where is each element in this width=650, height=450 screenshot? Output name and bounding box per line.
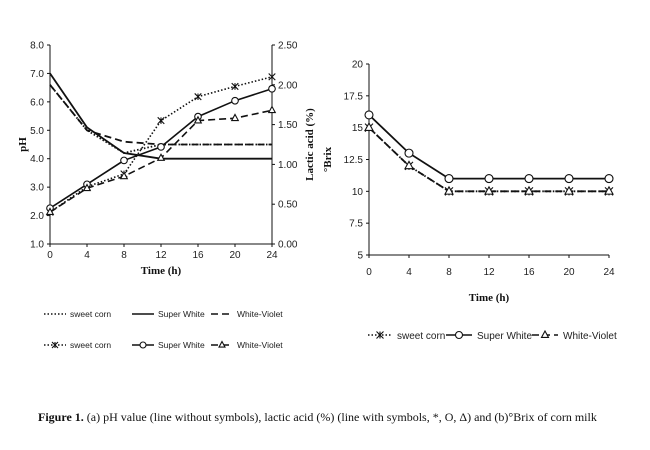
- panel-a-ph-line-white-violet: [49, 84, 272, 146]
- panel-b-point-super-white: [404, 148, 414, 158]
- panel-b-legend-label-sweet-corn: sweet corn: [397, 331, 445, 342]
- panel-b-y-tick-label: 7.5: [349, 219, 363, 230]
- caption-label: Figure 1.: [38, 410, 84, 424]
- panel-b-point-white-violet: [564, 185, 574, 195]
- panel-a-legend-label-sweet-corn: sweet corn: [70, 340, 111, 350]
- panel-a-lactic-point-white-violet: [45, 207, 55, 216]
- panel-b-y-tick-label: 12.5: [344, 155, 364, 166]
- figure-caption: Figure 1. (a) pH value (line without sym…: [38, 410, 638, 425]
- panel-b-y-axis-title: °Brix: [322, 146, 334, 172]
- panel-a-y-tick-label: 1.0: [30, 240, 44, 251]
- panel-a-y-tick-label: 5.0: [30, 126, 44, 137]
- panel-b-legend-marker-super-white: [454, 330, 464, 340]
- panel-b-legend-marker-white-violet: [540, 329, 550, 339]
- panel-b-point-white-violet: [604, 185, 614, 195]
- panel-a-lactic-point-super-white: [231, 96, 239, 105]
- panel-a-lactic-point-white-violet: [267, 105, 277, 114]
- panel-b-point-white-violet: [484, 185, 494, 195]
- panel-a-lactic-point-super-white: [120, 156, 128, 165]
- panel-a-x-tick-label: 16: [192, 250, 204, 261]
- panel-a-y2-tick-label: 0.00: [278, 240, 298, 251]
- panel-b-point-super-white: [604, 174, 614, 184]
- panel-b-point-white-violet: [444, 185, 454, 195]
- panel-b-point-white-violet: [524, 185, 534, 195]
- panel-a-lactic-point-sweet-corn: [194, 93, 202, 101]
- panel-a-y-axis-title: pH: [17, 137, 29, 152]
- panel-b-x-tick-label: 12: [483, 267, 495, 278]
- panel-b-legend-label-super-white: Super White: [477, 331, 532, 342]
- panel-b-y-tick-label: 5: [357, 251, 363, 262]
- caption-text: (a) pH value (line without symbols), lac…: [86, 410, 597, 424]
- panel-a-lactic-point-sweet-corn: [231, 82, 239, 91]
- panel-b-legend-label-white-violet: White-Violet: [563, 331, 617, 342]
- panel-a-legend-label-sweet-corn: sweet corn: [70, 309, 111, 319]
- panel-a-legend-marker-super-white: [139, 341, 147, 349]
- panel-a-lactic-point-super-white: [268, 84, 276, 93]
- panel-b-y-tick-label: 15: [352, 123, 364, 134]
- panel-b-x-tick-label: 4: [406, 267, 412, 278]
- panel-a-lactic-point-sweet-corn: [268, 73, 276, 81]
- panel-b-y-tick-label: 10: [352, 187, 364, 198]
- panel-b-legend-marker-sweet-corn: [376, 331, 384, 339]
- panel-b-point-white-violet: [404, 160, 414, 170]
- panel-a-y-tick-label: 8.0: [30, 41, 44, 52]
- panel-a-y-tick-label: 7.0: [30, 69, 44, 80]
- panel-b-point-super-white: [484, 174, 494, 184]
- panel-b-x-axis-title: Time (h): [469, 292, 510, 304]
- panel-a-legend-marker-sweet-corn: [51, 341, 59, 349]
- panel-b-y-tick-label: 20: [352, 60, 364, 71]
- panel-a-x-tick-label: 24: [266, 250, 278, 261]
- panel-a-lactic-point-super-white: [157, 143, 165, 151]
- panel-a-y2-tick-label: 1.50: [278, 120, 298, 131]
- panel-b-x-tick-label: 16: [523, 267, 535, 278]
- panel-a-x-tick-label: 12: [155, 250, 167, 261]
- panel-a-legend-label-super-white: Super White: [158, 309, 205, 319]
- panel-b-x-tick-label: 20: [563, 267, 575, 278]
- panel-b-point-super-white: [564, 174, 574, 184]
- panel-a-y2-tick-label: 2.00: [278, 80, 298, 91]
- panel-a-x-axis-title: Time (h): [141, 265, 182, 277]
- panel-a-lactic-point-white-violet: [193, 115, 203, 124]
- panel-a-y2-tick-label: 2.50: [278, 41, 298, 52]
- panel-b-point-super-white: [524, 174, 534, 184]
- panel-a-legend-label-super-white: Super White: [158, 340, 205, 350]
- panel-b-point-super-white: [364, 110, 374, 120]
- panel-a-legend-label-white-violet: White-Violet: [237, 340, 283, 350]
- panel-a-y-tick-label: 6.0: [30, 97, 44, 108]
- panel-b-point-super-white: [444, 174, 454, 184]
- panel-a-y-tick-label: 4.0: [30, 154, 44, 165]
- panel-a-y-tick-label: 3.0: [30, 183, 44, 194]
- caption-continuation: [70, 438, 630, 448]
- panel-a-x-tick-label: 4: [84, 250, 90, 261]
- panel-b-x-tick-label: 8: [446, 267, 452, 278]
- panel-a-legend-marker-white-violet: [218, 340, 226, 348]
- panel-a-y2-tick-label: 1.00: [278, 160, 298, 171]
- panel-a-lactic-point-sweet-corn: [157, 116, 165, 125]
- panel-a-y2-tick-label: 0.50: [278, 200, 298, 211]
- panel-a-lactic-point-white-violet: [156, 153, 166, 161]
- panel-b-x-tick-label: 0: [366, 267, 372, 278]
- panel-a-x-tick-label: 20: [229, 250, 241, 261]
- panel-a-lactic-point-white-violet: [119, 171, 129, 180]
- panel-b-y-tick-label: 17.5: [344, 91, 364, 102]
- panel-a-lactic-point-white-violet: [82, 183, 92, 192]
- panel-a-lactic-point-white-violet: [230, 113, 240, 122]
- panel-a-x-tick-label: 8: [121, 250, 127, 261]
- panel-a-legend-label-white-violet: White-Violet: [237, 309, 283, 319]
- panel-b-point-white-violet: [364, 122, 374, 132]
- panel-a-x-tick-label: 0: [47, 250, 53, 261]
- panel-a-y2-axis-title: Lactic acid (%): [304, 108, 316, 181]
- panel-a-y-tick-label: 2.0: [30, 211, 44, 222]
- panel-b-x-tick-label: 24: [603, 267, 615, 278]
